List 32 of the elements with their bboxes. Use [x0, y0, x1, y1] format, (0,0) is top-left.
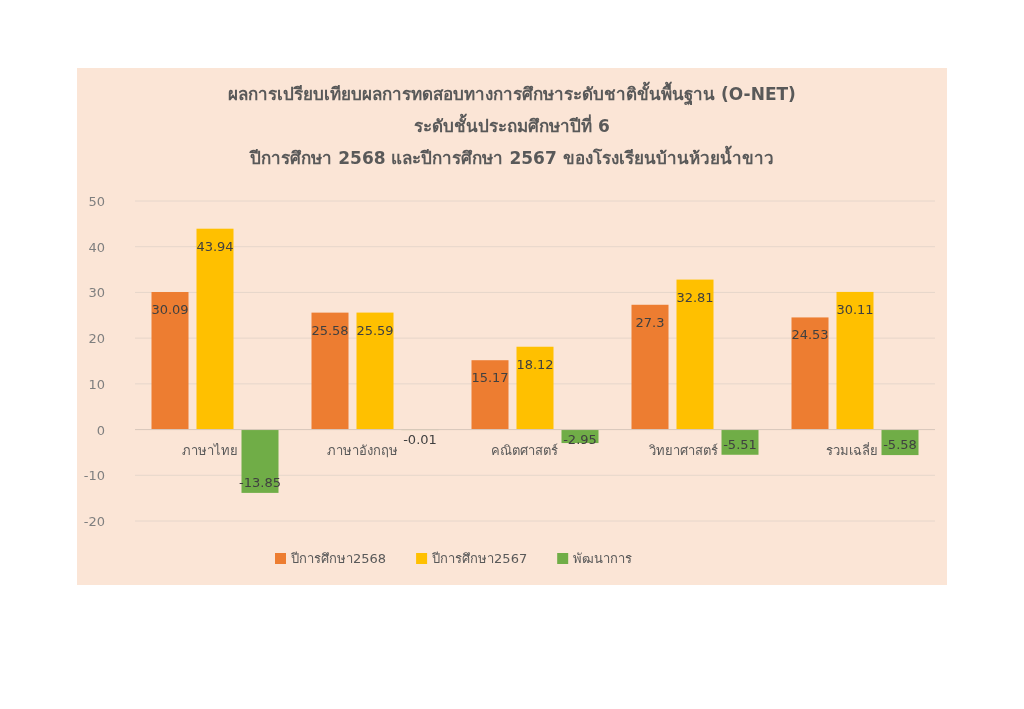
- legend-label: ปีการศึกษา2568: [290, 551, 387, 566]
- data-label: -0.01: [403, 431, 437, 447]
- data-label: 30.09: [151, 302, 189, 318]
- data-label: -5.58: [883, 437, 917, 453]
- y-tick-label: 10: [88, 376, 105, 392]
- chart-title: ผลการเปรียบเทียบผลการทดสอบทางการศึกษาระดับชาติขั้นพื้นฐาน (O-NET): [228, 81, 796, 106]
- y-tick-label: 40: [88, 239, 105, 255]
- data-label: 43.94: [196, 238, 234, 254]
- data-label: 25.59: [356, 322, 394, 338]
- y-tick-label: -20: [83, 514, 105, 529]
- x-tick-label: วิทยาศาสตร์: [647, 442, 718, 458]
- x-tick-label: ภาษาไทย: [181, 442, 238, 458]
- legend-label: ปีการศึกษา2567: [431, 551, 528, 566]
- y-tick-label: 30: [88, 285, 105, 301]
- y-tick-label: 0: [96, 422, 105, 438]
- data-label: 25.58: [311, 322, 349, 338]
- data-label: 18.12: [516, 356, 554, 372]
- y-tick-label: -10: [83, 468, 105, 484]
- data-label: 30.11: [836, 301, 874, 317]
- data-label: 15.17: [471, 370, 509, 386]
- data-label: 32.81: [676, 289, 714, 305]
- x-tick-label: คณิตศาสตร์: [490, 442, 558, 458]
- x-tick-label: ภาษาอังกฤษ: [326, 442, 398, 458]
- data-label: -2.95: [563, 431, 597, 447]
- data-label: 24.53: [791, 327, 829, 343]
- y-tick-label: 50: [88, 194, 105, 209]
- data-label: -5.51: [723, 436, 757, 452]
- y-tick-label: 20: [88, 331, 105, 347]
- legend-label: พัฒนาการ: [573, 551, 633, 566]
- chart-subtitle: ระดับชั้นประถมศึกษาปีที่ 6 ปีการศึกษา 2568 และปีการศึกษา 2567 ของโรงเรียนบ้านห้วยน้ำขาว: [249, 113, 774, 168]
- x-tick-label: รวมเฉลี่ย: [825, 441, 878, 458]
- data-label: 27.3: [635, 314, 665, 330]
